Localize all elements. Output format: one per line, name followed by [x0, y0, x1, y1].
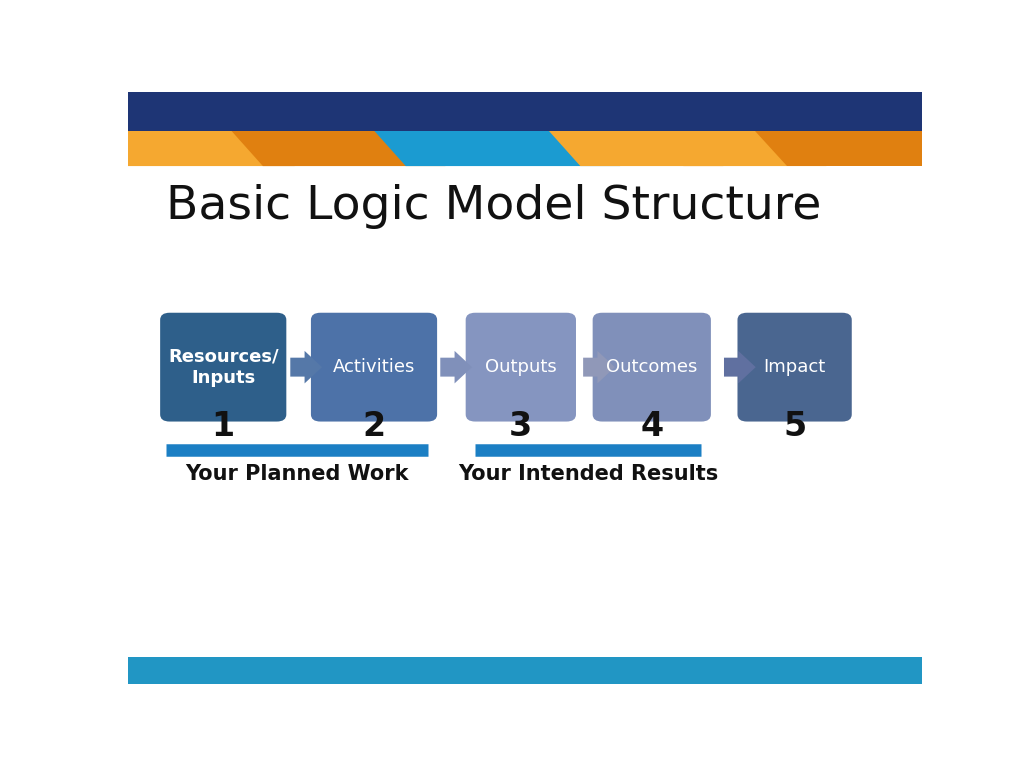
- Polygon shape: [755, 131, 938, 166]
- Text: Activities: Activities: [333, 358, 415, 376]
- Polygon shape: [374, 131, 620, 166]
- Bar: [128, 92, 922, 131]
- Text: Resources/
Inputs: Resources/ Inputs: [168, 348, 279, 386]
- FancyBboxPatch shape: [466, 313, 575, 422]
- FancyBboxPatch shape: [737, 313, 852, 422]
- Bar: [128, 657, 922, 684]
- FancyArrow shape: [724, 351, 756, 383]
- Text: 1: 1: [212, 410, 234, 443]
- Text: 2: 2: [362, 410, 386, 443]
- Polygon shape: [231, 131, 445, 166]
- Text: Outcomes: Outcomes: [606, 358, 697, 376]
- Polygon shape: [652, 131, 826, 166]
- Text: Your Planned Work: Your Planned Work: [185, 464, 409, 484]
- Text: 5: 5: [783, 410, 806, 443]
- FancyArrow shape: [583, 351, 614, 383]
- Text: Outputs: Outputs: [485, 358, 557, 376]
- Text: Your Intended Results: Your Intended Results: [458, 464, 719, 484]
- FancyBboxPatch shape: [593, 313, 711, 422]
- Text: Impact: Impact: [764, 358, 825, 376]
- FancyBboxPatch shape: [160, 313, 287, 422]
- Text: 4: 4: [640, 410, 664, 443]
- FancyArrow shape: [440, 351, 472, 383]
- Polygon shape: [549, 131, 723, 166]
- Text: 3: 3: [509, 410, 532, 443]
- FancyBboxPatch shape: [311, 313, 437, 422]
- Text: Basic Logic Model Structure: Basic Logic Model Structure: [166, 184, 821, 229]
- Polygon shape: [128, 131, 295, 166]
- FancyArrow shape: [290, 351, 322, 383]
